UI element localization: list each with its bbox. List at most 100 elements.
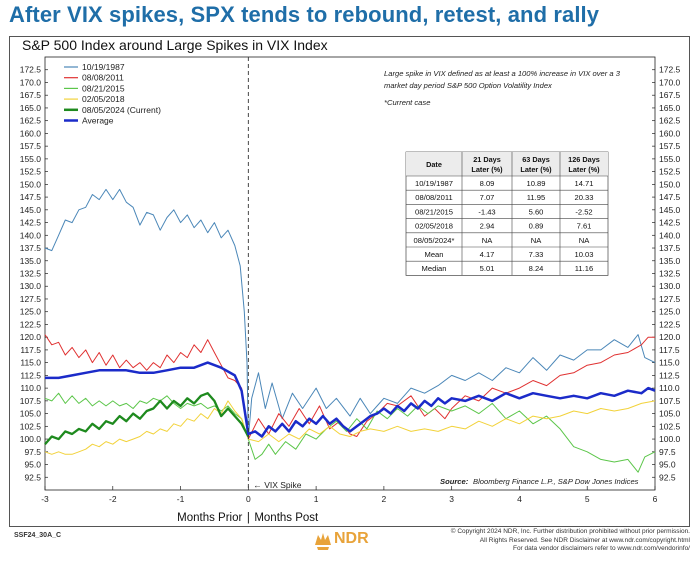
vix-spike-label: ← VIX Spike <box>253 480 301 490</box>
x-tick-label: 4 <box>517 494 522 504</box>
x-tick-label: -2 <box>109 494 117 504</box>
x-tick-label: -1 <box>177 494 185 504</box>
y-tick-label-right: 150.0 <box>659 179 681 189</box>
series-line <box>44 334 655 440</box>
y-tick-label-right: 155.0 <box>659 154 681 164</box>
y-tick-label-left: 92.5 <box>24 472 41 482</box>
y-tick-label-left: 127.5 <box>20 294 42 304</box>
ndr-bull-logo-icon <box>315 533 331 550</box>
y-tick-label-left: 160.0 <box>20 128 42 138</box>
y-tick-label-left: 145.0 <box>20 205 42 215</box>
table-cell: Mean <box>425 250 444 259</box>
y-tick-label-right: 102.5 <box>659 421 681 431</box>
y-tick-label-left: 107.5 <box>20 396 42 406</box>
table-cell: 8.09 <box>480 179 495 188</box>
y-tick-label-right: 170.0 <box>659 77 681 87</box>
copyright-line: All Rights Reserved. See NDR Disclaimer … <box>479 536 690 544</box>
table-cell: 08/05/2024* <box>414 236 455 245</box>
y-tick-label-left: 170.0 <box>20 77 42 87</box>
y-tick-label-right: 160.0 <box>659 128 681 138</box>
y-tick-label-left: 117.5 <box>20 345 41 355</box>
y-tick-label-right: 112.5 <box>659 370 680 380</box>
y-tick-label-right: 130.0 <box>659 281 681 291</box>
y-tick-label-right: 97.5 <box>659 447 676 457</box>
y-tick-label-left: 132.5 <box>20 269 42 279</box>
y-tick-label-right: 165.0 <box>659 103 681 113</box>
series-line <box>45 361 656 438</box>
chart-frame <box>9 36 690 527</box>
table-cell: 4.17 <box>480 250 495 259</box>
copyright-line: For data vendor disclaimers refer to www… <box>512 545 690 552</box>
table-header-cell: Later (%) <box>520 165 552 174</box>
y-tick-label-right: 92.5 <box>659 472 676 482</box>
y-tick-label-left: 125.0 <box>20 307 42 317</box>
table-cell: 14.71 <box>574 179 593 188</box>
table-cell: 10.03 <box>574 250 593 259</box>
table-header-bg <box>406 152 608 176</box>
y-tick-label-left: 167.5 <box>20 90 42 100</box>
table-header-cell: Date <box>426 160 442 169</box>
y-tick-label-left: 120.0 <box>20 332 42 342</box>
y-tick-label-left: 147.5 <box>20 192 42 202</box>
y-tick-label-left: 115.0 <box>20 358 41 368</box>
table-cell: 20.33 <box>574 193 593 202</box>
copyright-line: © Copyright 2024 NDR, Inc. Further distr… <box>450 528 690 535</box>
note-text-line: market day period S&P 500 Option Volatil… <box>384 81 553 90</box>
table-header-cell: Later (%) <box>471 165 503 174</box>
table-cell: Median <box>422 264 447 273</box>
y-tick-label-right: 132.5 <box>659 269 681 279</box>
y-tick-label-right: 145.0 <box>659 205 681 215</box>
y-tick-label-left: 137.5 <box>20 243 42 253</box>
y-tick-label-right: 147.5 <box>659 192 681 202</box>
table-cell: NA <box>531 236 542 245</box>
x-tick-label: 2 <box>382 494 387 504</box>
y-tick-label-right: 122.5 <box>659 319 681 329</box>
y-tick-label-right: 152.5 <box>659 167 681 177</box>
y-tick-label-right: 105.0 <box>659 409 681 419</box>
source-text: Bloomberg Finance L.P., S&P Dow Jones In… <box>473 477 639 486</box>
legend-label: 08/05/2024 (Current) <box>82 105 161 115</box>
x-axis-label-post: Months Post <box>254 512 319 524</box>
y-tick-label-right: 167.5 <box>659 90 681 100</box>
y-tick-label-right: 127.5 <box>659 294 681 304</box>
note-text-line: Large spike in VIX defined as at least a… <box>384 69 621 78</box>
y-tick-label-left: 142.5 <box>20 218 42 228</box>
y-tick-label-right: 115.0 <box>659 358 680 368</box>
legend-label: Average <box>82 116 114 126</box>
table-cell: 11.95 <box>527 193 545 202</box>
y-tick-label-left: 97.5 <box>24 447 41 457</box>
footer-brand: NDR <box>334 530 369 547</box>
y-tick-label-left: 112.5 <box>20 370 41 380</box>
table-cell: 7.33 <box>529 250 544 259</box>
table-cell: 8.24 <box>529 264 544 273</box>
y-tick-label-left: 150.0 <box>20 179 42 189</box>
y-tick-label-right: 110.0 <box>659 383 680 393</box>
table-cell: -1.43 <box>478 207 495 216</box>
table-cell: 10/19/1987 <box>415 179 453 188</box>
table-cell: 7.61 <box>577 222 592 231</box>
y-tick-label-left: 105.0 <box>20 409 42 419</box>
y-tick-label-left: 152.5 <box>20 167 42 177</box>
legend-label: 08/21/2015 <box>82 83 125 93</box>
series-line <box>44 392 250 445</box>
y-tick-label-right: 107.5 <box>659 396 681 406</box>
table-cell: 10.89 <box>526 179 545 188</box>
y-tick-label-left: 140.0 <box>20 230 42 240</box>
table-header-cell: 126 Days <box>568 155 600 164</box>
y-tick-label-left: 157.5 <box>20 141 42 151</box>
source-label: Source: <box>440 477 469 486</box>
y-tick-label-right: 135.0 <box>659 256 681 266</box>
x-axis-label-separator: | <box>247 512 250 524</box>
table-cell: 5.60 <box>529 207 544 216</box>
y-tick-label-right: 172.5 <box>659 65 681 75</box>
y-tick-label-left: 110.0 <box>20 383 41 393</box>
y-tick-label-right: 162.5 <box>659 116 681 126</box>
y-tick-label-left: 95.0 <box>24 460 41 470</box>
headline: After VIX spikes, SPX tends to rebound, … <box>9 2 600 27</box>
table-cell: NA <box>579 236 590 245</box>
table-cell: 08/21/2015 <box>415 207 453 216</box>
y-tick-label-left: 130.0 <box>20 281 42 291</box>
y-tick-label-left: 135.0 <box>20 256 42 266</box>
y-tick-label-right: 117.5 <box>659 345 680 355</box>
